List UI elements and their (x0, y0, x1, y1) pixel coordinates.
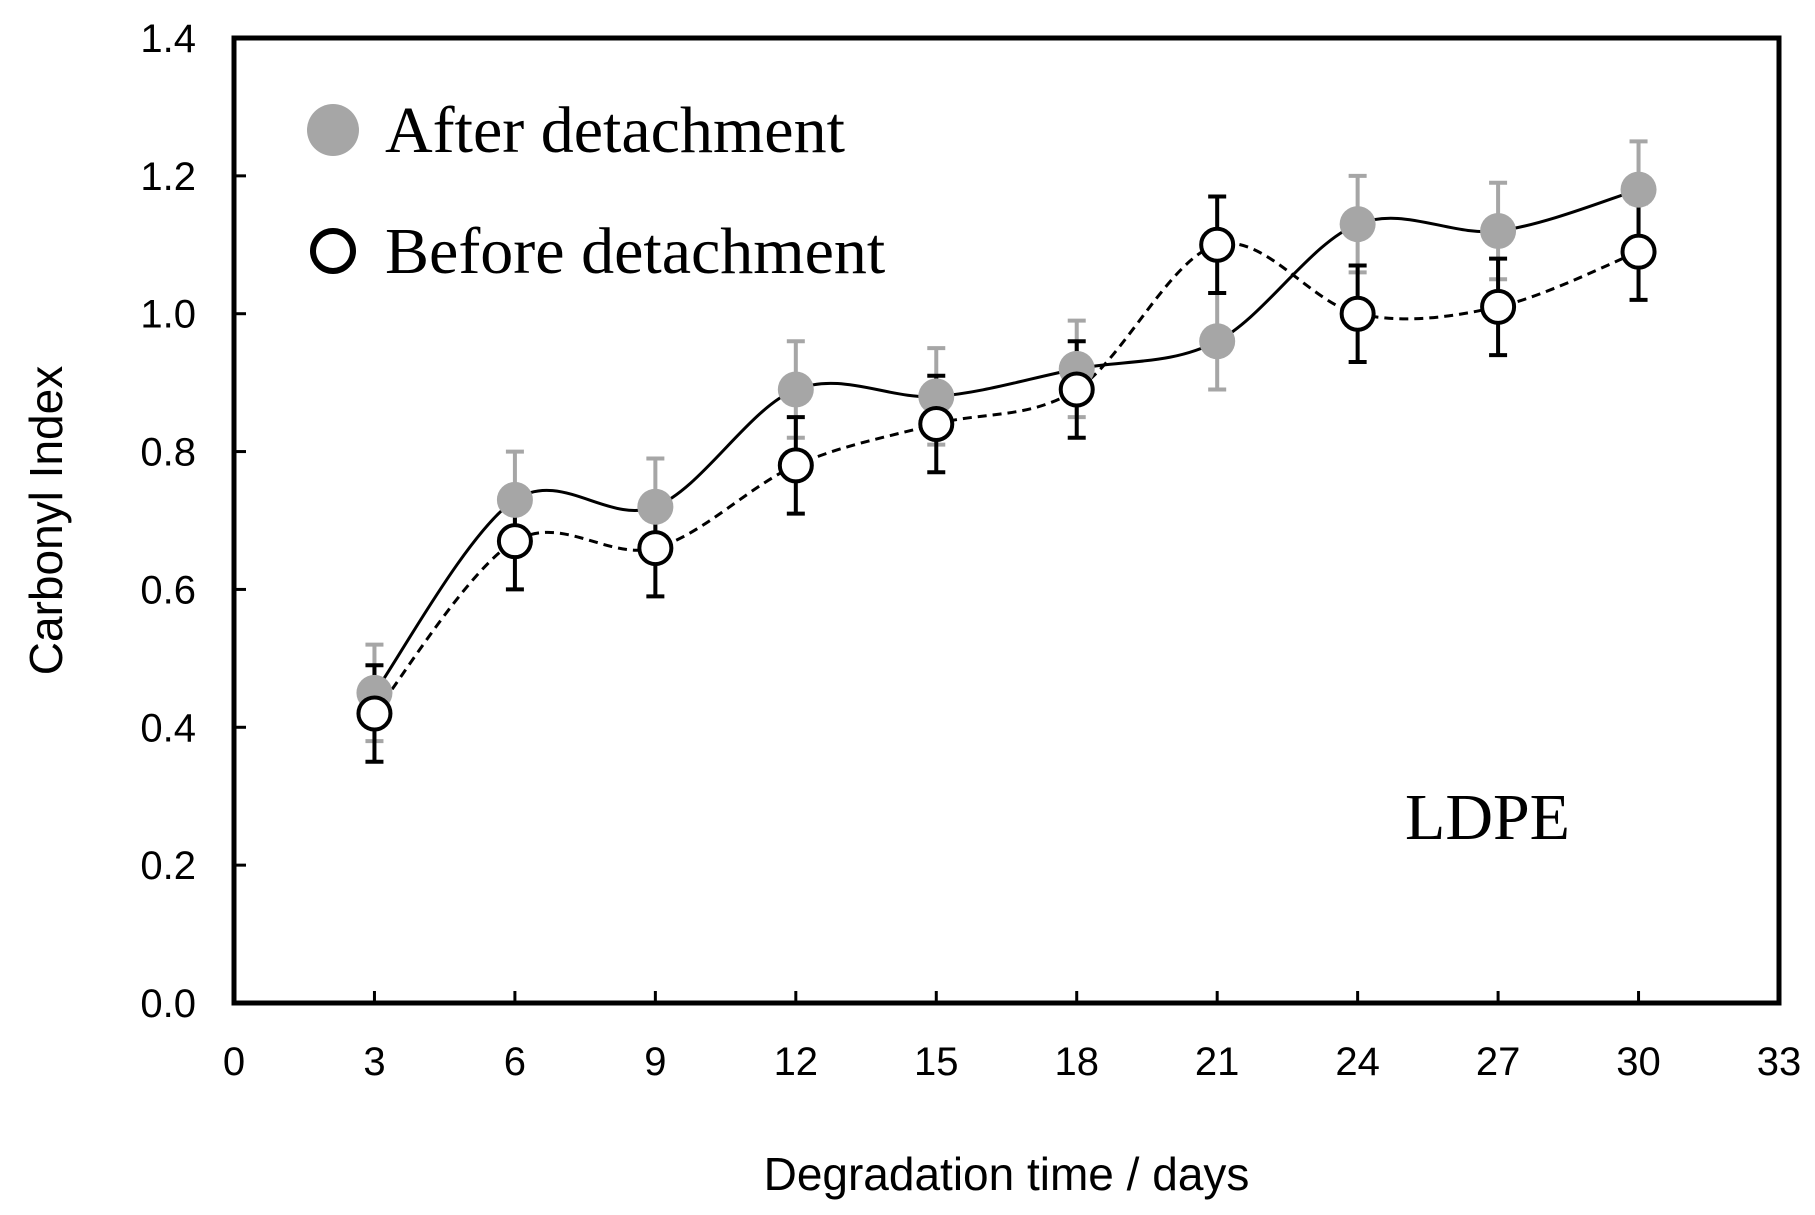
data-point (918, 378, 955, 415)
x-axis: 0 3 6 9 12 15 18 21 24 27 30 33 (223, 991, 1801, 1084)
legend-marker-before (310, 228, 356, 274)
x-tick-label: 27 (1476, 1040, 1521, 1084)
data-point (1480, 288, 1517, 325)
x-tick-label: 21 (1195, 1040, 1240, 1084)
legend-marker-after (307, 104, 359, 156)
legend-label-before: Before detachment (385, 215, 885, 288)
data-point (1199, 323, 1236, 360)
markers-after (356, 171, 1657, 711)
y-tick-label: 0.2 (140, 844, 196, 888)
data-point (637, 530, 674, 567)
data-point (356, 695, 393, 732)
legend-label-after: After detachment (385, 94, 845, 167)
y-tick-label: 0.4 (140, 706, 196, 750)
data-point (777, 447, 814, 484)
legend: After detachment Before detachment (307, 94, 885, 288)
data-point (918, 406, 955, 442)
data-point (1339, 206, 1376, 243)
data-point (1620, 233, 1657, 270)
x-axis-title: Degradation time / days (764, 1148, 1250, 1200)
data-point (496, 481, 533, 518)
series-layer (356, 139, 1657, 764)
x-tick-label: 30 (1616, 1040, 1661, 1084)
x-tick-label: 0 (223, 1040, 245, 1084)
series-line-before (373, 241, 1640, 715)
data-point (1480, 213, 1517, 249)
y-tick-label: 0.6 (140, 568, 196, 612)
y-tick-label: 1.0 (140, 293, 196, 337)
x-tick-label: 12 (774, 1040, 819, 1084)
x-tick-label: 24 (1335, 1040, 1380, 1084)
y-tick-label: 1.2 (140, 155, 196, 199)
data-point (1058, 371, 1095, 408)
y-tick-label: 0.8 (140, 431, 196, 475)
data-point (777, 371, 814, 408)
data-point (1199, 226, 1236, 263)
x-tick-label: 33 (1757, 1040, 1802, 1084)
data-point (496, 523, 533, 560)
material-annotation: LDPE (1405, 781, 1570, 854)
data-point (1339, 295, 1376, 332)
y-tick-label: 1.4 (140, 17, 196, 61)
markers-before (356, 226, 1657, 732)
plot-frame (231, 35, 1782, 1006)
series-line-after (373, 188, 1639, 694)
x-tick-label: 18 (1054, 1040, 1099, 1084)
y-tick-label: 0.0 (140, 982, 196, 1026)
x-tick-label: 6 (504, 1040, 526, 1084)
x-tick-label: 3 (363, 1040, 385, 1084)
x-tick-label: 15 (914, 1040, 959, 1084)
data-point (1620, 171, 1657, 208)
data-point (637, 488, 674, 525)
y-axis: 0.0 0.2 0.4 0.6 0.8 1.0 1.2 1.4 (140, 17, 246, 1026)
x-tick-label: 9 (644, 1040, 666, 1084)
y-axis-title: Carbonyl Index (20, 366, 72, 675)
